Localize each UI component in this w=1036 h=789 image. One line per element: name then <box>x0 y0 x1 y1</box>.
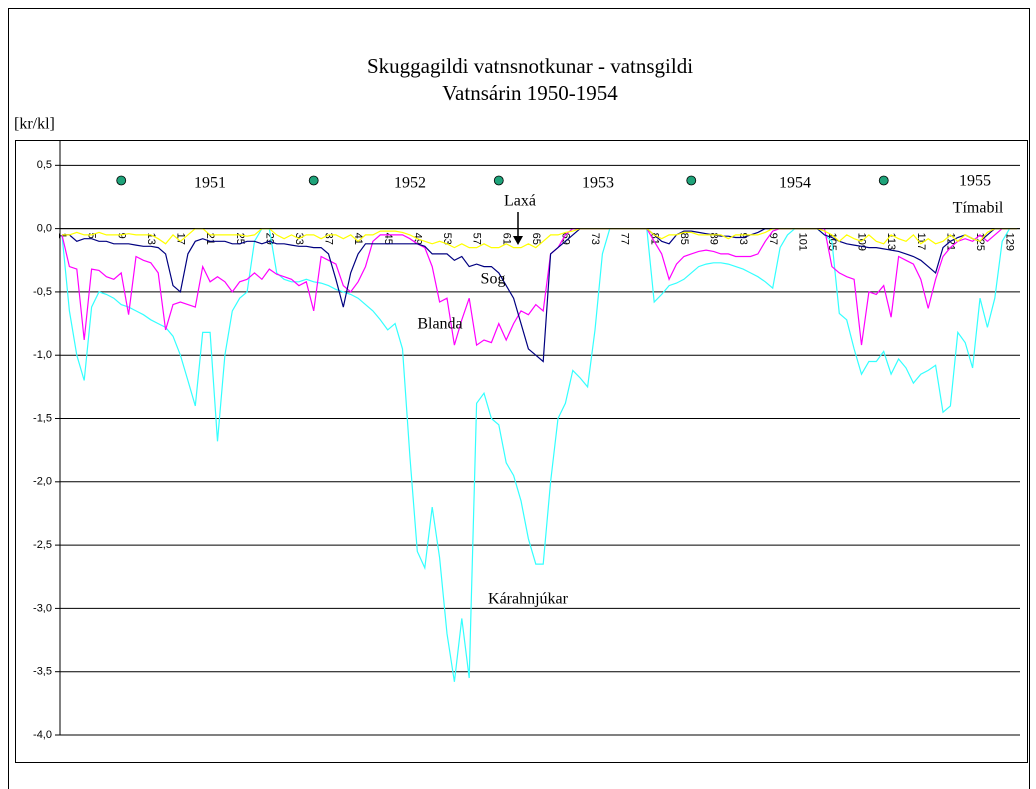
chart-title: Skuggagildi vatnsnotkunar - vatnsgildi <box>367 54 693 78</box>
y-axis-label: [kr/kl] <box>14 116 55 133</box>
x-tick-label: 77 <box>619 233 631 245</box>
annotation: 1953 <box>582 175 614 192</box>
y-tick-label: -3,5 <box>33 666 52 678</box>
x-tick-label: 65 <box>530 233 542 245</box>
marker <box>686 175 697 186</box>
annotation: Tímabil <box>953 200 1004 217</box>
annotation: Kárahnjúkar <box>488 591 569 608</box>
x-tick-label: 53 <box>441 233 453 245</box>
series-line <box>61 228 1017 347</box>
annotation: 1951 <box>194 175 226 192</box>
y-tick-label: -1,5 <box>33 412 52 424</box>
x-tick-label: 57 <box>471 233 483 245</box>
annotation: Laxá <box>504 193 536 210</box>
annotation: Sog <box>481 271 506 288</box>
y-tick-label: -2,0 <box>33 476 52 488</box>
annotation: 1955 <box>959 173 991 190</box>
annotation: 1954 <box>779 175 811 192</box>
x-tick-label: 5 <box>86 233 98 239</box>
x-tick-label: 97 <box>767 233 779 245</box>
x-tick-label: 93 <box>737 233 749 245</box>
x-tick-label: 117 <box>915 233 927 251</box>
plot-frame <box>15 140 1028 763</box>
x-tick-label: 17 <box>175 233 187 245</box>
arrow-head <box>513 236 523 245</box>
x-tick-label: 9 <box>115 233 127 239</box>
y-tick-label: -1,0 <box>33 349 52 361</box>
marker <box>116 175 127 186</box>
series-line <box>62 228 1017 249</box>
annotation: 1952 <box>394 175 426 192</box>
y-tick-label: 0,0 <box>37 223 52 235</box>
y-tick-label: -0,5 <box>33 286 52 298</box>
marker <box>493 175 504 186</box>
outer-frame <box>8 8 1030 789</box>
annotation: Blanda <box>417 316 462 333</box>
x-tick-label: 13 <box>145 233 157 245</box>
y-tick-label: -4,0 <box>33 729 52 741</box>
x-tick-label: 41 <box>352 233 364 245</box>
y-tick-label: -2,5 <box>33 539 52 551</box>
marker <box>878 175 889 186</box>
x-tick-label: 61 <box>500 233 512 245</box>
x-tick-label: 73 <box>589 233 601 245</box>
x-tick-label: 45 <box>382 233 394 245</box>
x-tick-label: 85 <box>678 233 690 245</box>
y-tick-label: 0,5 <box>37 159 52 171</box>
series-line <box>61 228 1017 682</box>
y-tick-label: -3,0 <box>33 602 52 614</box>
x-tick-label: 69 <box>560 233 572 245</box>
series-line <box>62 228 1017 363</box>
x-tick-label: 101 <box>796 233 808 251</box>
x-tick-label: 129 <box>1004 233 1016 251</box>
chart-subtitle: Vatnsárin 1950-1954 <box>442 81 618 105</box>
marker <box>308 175 319 186</box>
x-tick-label: 37 <box>323 233 335 245</box>
